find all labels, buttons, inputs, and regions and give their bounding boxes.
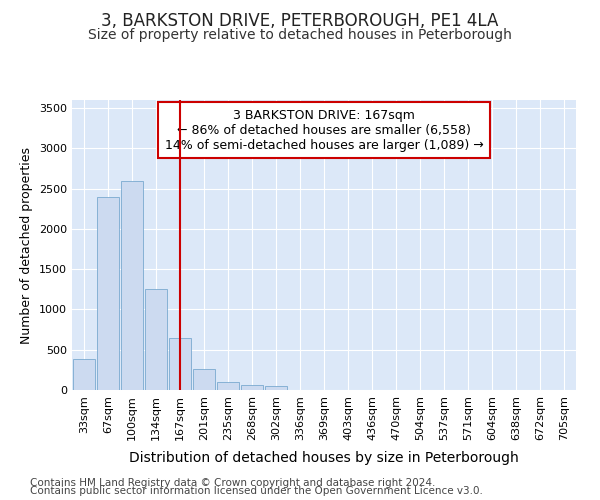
Bar xyxy=(145,290,167,390)
Bar xyxy=(97,196,119,390)
Text: Contains public sector information licensed under the Open Government Licence v3: Contains public sector information licen… xyxy=(30,486,483,496)
Bar xyxy=(241,385,263,390)
Y-axis label: Number of detached properties: Number of detached properties xyxy=(20,146,34,344)
Bar xyxy=(217,382,239,390)
Bar xyxy=(73,358,95,390)
Text: Contains HM Land Registry data © Crown copyright and database right 2024.: Contains HM Land Registry data © Crown c… xyxy=(30,478,436,488)
Text: Size of property relative to detached houses in Peterborough: Size of property relative to detached ho… xyxy=(88,28,512,42)
X-axis label: Distribution of detached houses by size in Peterborough: Distribution of detached houses by size … xyxy=(129,451,519,465)
Bar xyxy=(265,386,287,390)
Text: 3, BARKSTON DRIVE, PETERBOROUGH, PE1 4LA: 3, BARKSTON DRIVE, PETERBOROUGH, PE1 4LA xyxy=(101,12,499,30)
Bar xyxy=(121,180,143,390)
Bar xyxy=(193,369,215,390)
Bar xyxy=(169,338,191,390)
Text: 3 BARKSTON DRIVE: 167sqm
← 86% of detached houses are smaller (6,558)
14% of sem: 3 BARKSTON DRIVE: 167sqm ← 86% of detach… xyxy=(164,108,484,152)
